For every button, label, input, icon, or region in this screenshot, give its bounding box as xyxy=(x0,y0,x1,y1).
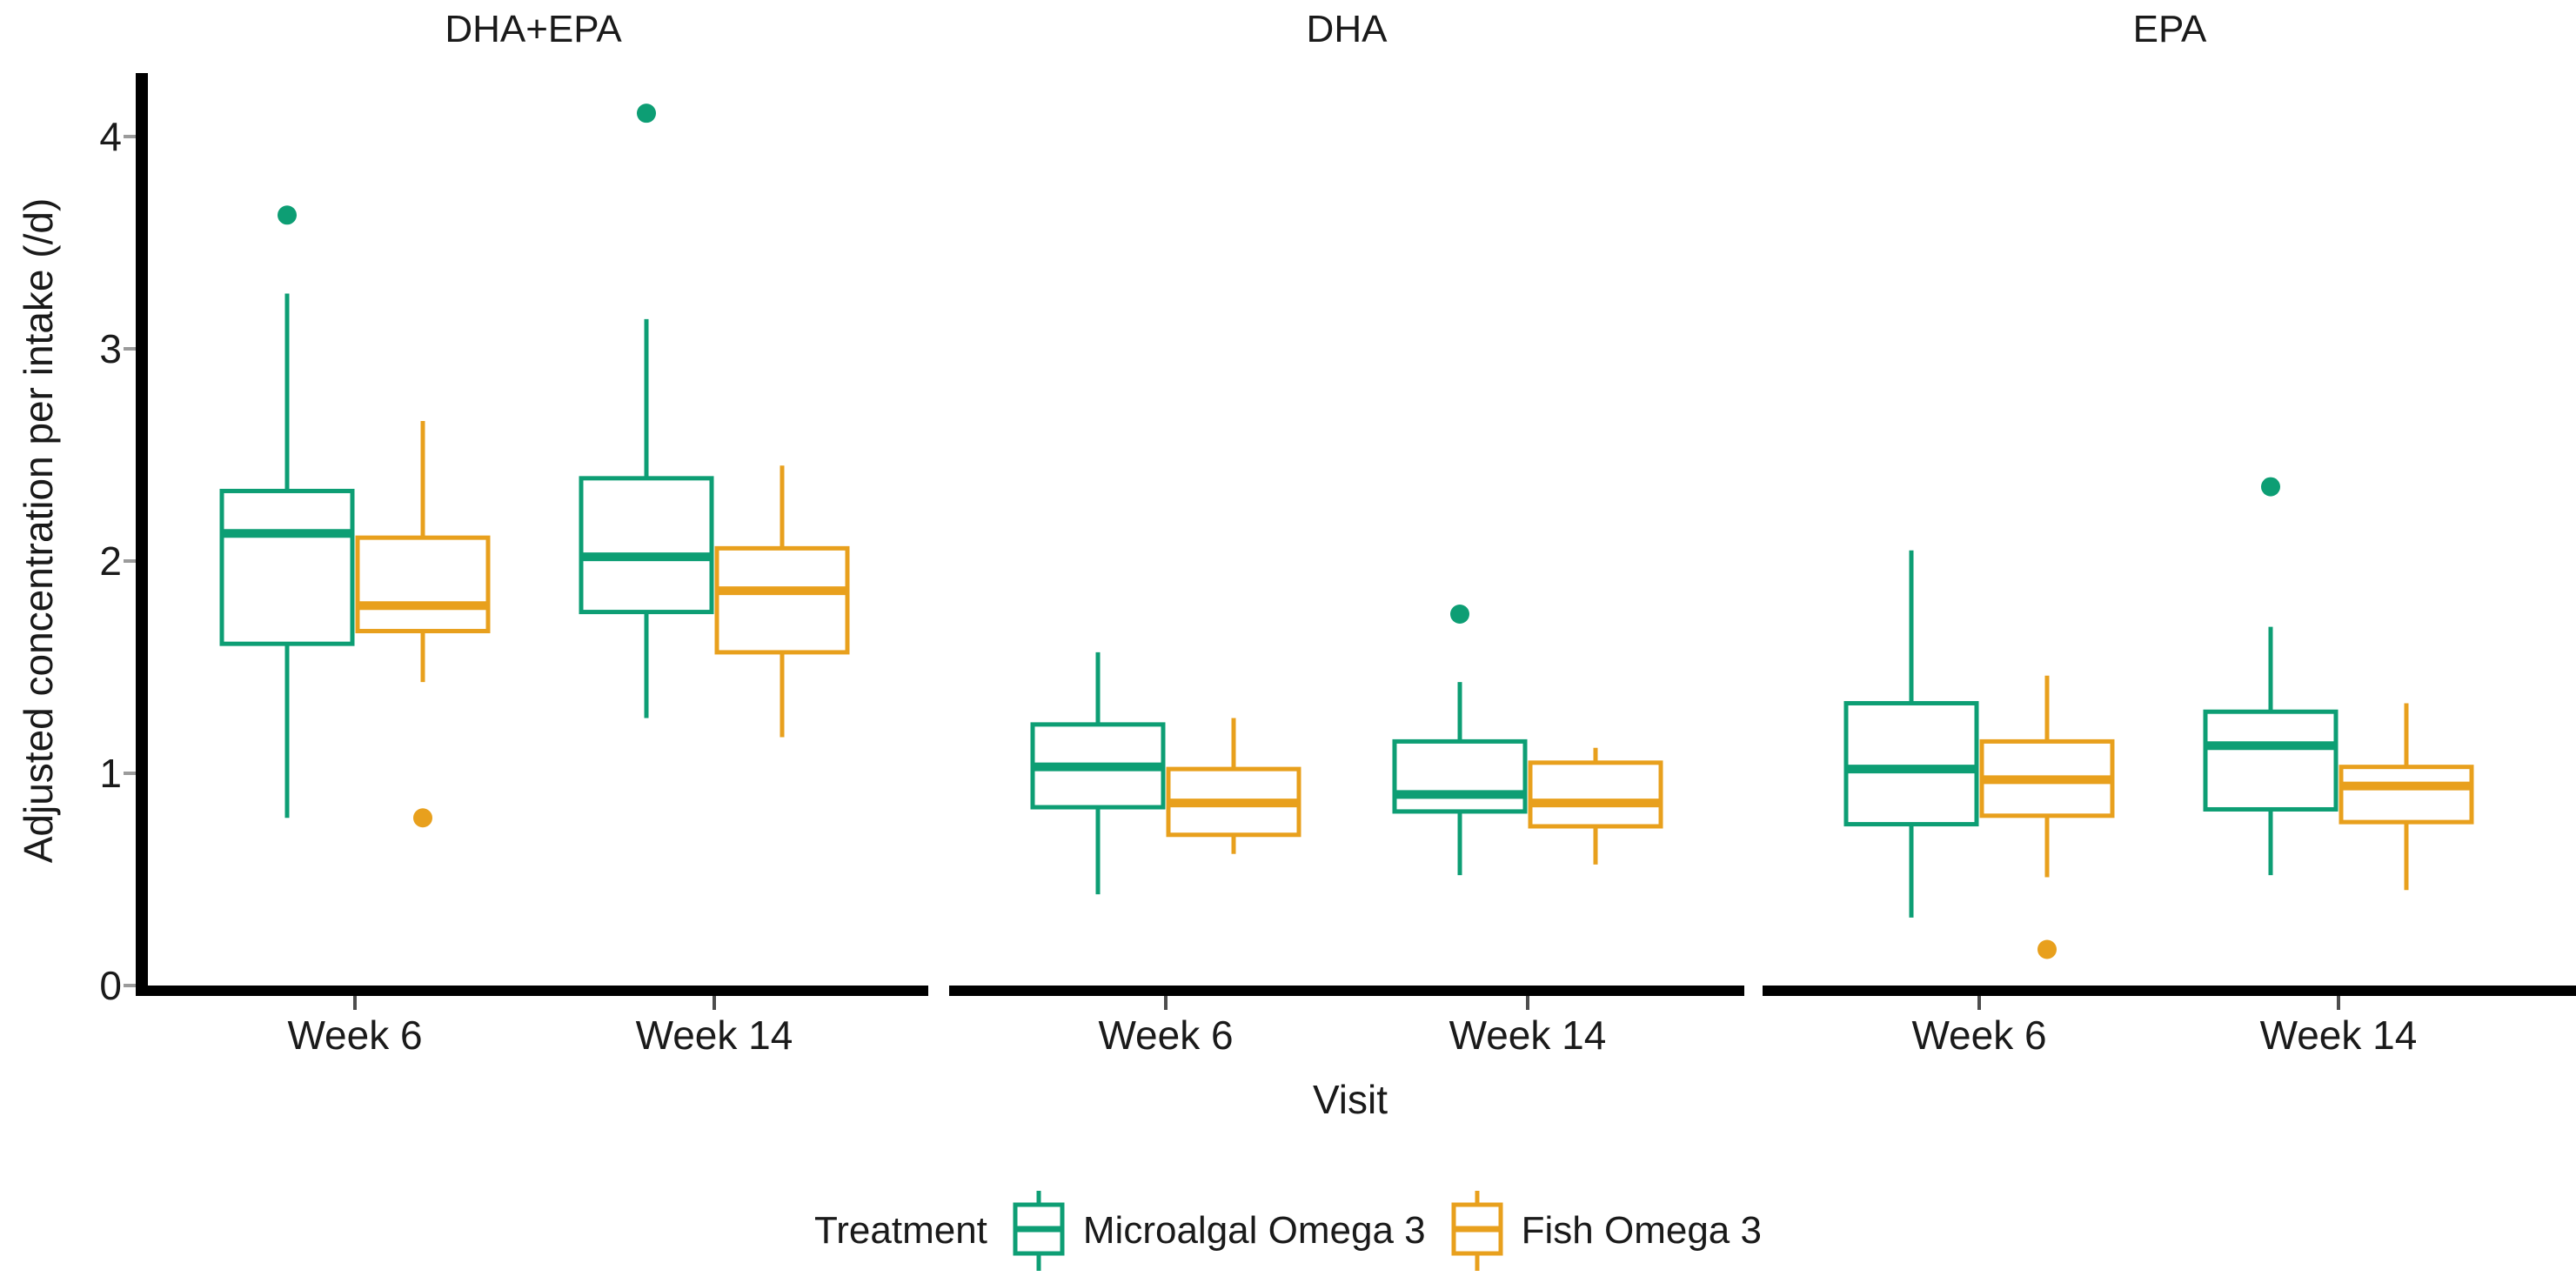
outlier-point xyxy=(1450,605,1469,624)
outlier-point xyxy=(2037,939,2057,959)
facet-title-epa: EPA xyxy=(2132,8,2207,50)
box-iqr xyxy=(219,488,355,646)
boxplot-glyph-icon xyxy=(1451,1191,1503,1271)
x-axis-title: Visit xyxy=(1312,1077,1388,1122)
x-tick-label: Week 14 xyxy=(2259,1012,2418,1058)
y-tick-label-4: 4 xyxy=(99,114,122,159)
x-tick-mark xyxy=(353,996,357,1010)
x-axis-line xyxy=(1763,986,2576,996)
y-tick-mark xyxy=(124,559,136,563)
x-axis-line xyxy=(139,986,928,996)
y-tick-label-3: 3 xyxy=(99,326,122,371)
box-iqr xyxy=(355,535,491,634)
box-iqr xyxy=(714,545,850,655)
outlier-point xyxy=(413,808,432,828)
legend: Treatment Microalgal Omega 3 Fish Omega … xyxy=(0,1183,2576,1279)
y-tick-mark xyxy=(124,772,136,775)
x-tick-mark xyxy=(2337,996,2340,1010)
boxplot-glyph-icon xyxy=(1013,1191,1065,1271)
outlier-point xyxy=(2261,477,2280,497)
x-tick-label: Week 6 xyxy=(1911,1012,2047,1058)
box-iqr xyxy=(1843,700,1979,827)
outlier-point xyxy=(278,205,297,225)
x-tick-mark xyxy=(1164,996,1168,1010)
y-tick-label-1: 1 xyxy=(99,751,122,796)
x-tick-label: Week 14 xyxy=(1449,1012,1607,1058)
y-tick-mark xyxy=(124,984,136,987)
legend-title: Treatment xyxy=(814,1209,987,1252)
box-iqr xyxy=(579,476,714,615)
x-tick-mark xyxy=(713,996,716,1010)
x-tick-mark xyxy=(1977,996,1981,1010)
legend-label: Microalgal Omega 3 xyxy=(1082,1209,1426,1252)
box-iqr xyxy=(1392,738,1528,814)
x-axis-line xyxy=(949,986,1744,996)
x-tick-label: Week 6 xyxy=(287,1012,423,1058)
y-tick-mark xyxy=(124,347,136,351)
y-tick-label-0: 0 xyxy=(99,963,122,1008)
legend-label: Fish Omega 3 xyxy=(1521,1209,1762,1252)
box-iqr xyxy=(2338,765,2474,825)
facet-title-dha: DHA xyxy=(1306,8,1388,50)
y-axis-title: Adjusted concentration per intake (/d) xyxy=(16,197,61,864)
x-tick-mark xyxy=(1526,996,1529,1010)
outlier-point xyxy=(637,104,656,124)
y-axis-line xyxy=(136,73,148,996)
x-tick-label: Week 14 xyxy=(635,1012,793,1058)
facet-title-dha-epa: DHA+EPA xyxy=(445,8,622,50)
box-iqr xyxy=(2203,709,2338,812)
y-tick-mark xyxy=(124,135,136,138)
y-tick-label-2: 2 xyxy=(99,538,122,584)
box-iqr xyxy=(1528,760,1663,829)
legend-item-microalgal: Microalgal Omega 3 xyxy=(1010,1189,1426,1273)
x-tick-label: Week 6 xyxy=(1098,1012,1234,1058)
legend-item-fish: Fish Omega 3 xyxy=(1449,1189,1762,1273)
